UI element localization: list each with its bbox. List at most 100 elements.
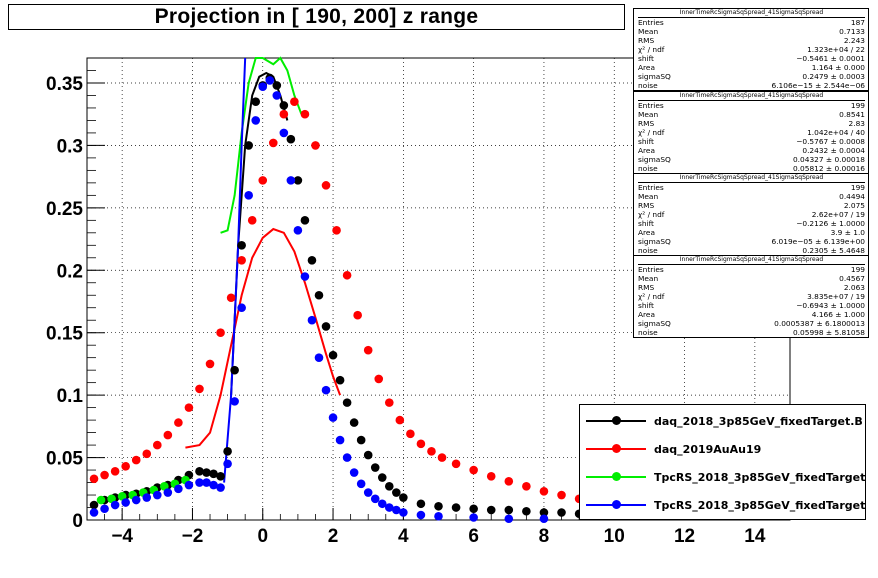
stat-row: RMS 2.063	[638, 283, 865, 292]
stat-row: sigmaSQ 0.0005387 ± 6.1800013	[638, 319, 865, 328]
stat-key: χ² / ndf	[638, 292, 665, 301]
data-point	[96, 495, 106, 505]
data-point	[416, 499, 426, 509]
data-point	[486, 471, 496, 481]
data-point	[374, 374, 384, 384]
data-point	[353, 310, 362, 320]
legend-marker	[586, 500, 646, 510]
stat-row: χ² / ndf 2.62e+07 / 19	[638, 210, 865, 219]
legend-dot	[612, 500, 621, 509]
stat-value: 1.164 ± 0.000	[811, 63, 865, 72]
legend-entry: TpcRS_2018_3p85GeV_fixedTarget.B	[580, 463, 865, 491]
stat-row: χ² / ndf 1.042e+04 / 40	[638, 128, 865, 137]
data-point	[230, 365, 239, 375]
stat-key: shift	[638, 137, 654, 146]
chart-title: Projection in [ 190, 200] z range	[8, 4, 625, 30]
data-point	[195, 384, 204, 394]
data-point	[293, 226, 303, 235]
data-point	[557, 508, 566, 517]
data-point	[321, 322, 331, 331]
data-point	[110, 500, 120, 510]
stat-row: Area 1.164 ± 0.000	[638, 63, 865, 72]
x-tick-label: 10	[604, 526, 625, 547]
stat-box: InnerTimeRcSigmaSqSpread_41SigmaSqSpread…	[633, 173, 869, 256]
stat-value: 0.4567	[839, 274, 865, 283]
stat-key: sigmaSQ	[638, 72, 671, 81]
stat-value: 0.04327 ± 0.00018	[792, 155, 865, 164]
data-point	[504, 476, 514, 486]
data-point	[384, 481, 394, 491]
stat-value: 187	[850, 18, 865, 27]
stat-value: 199	[850, 183, 865, 192]
stat-value: 0.2432 ± 0.0004	[802, 146, 865, 155]
stat-row: Area 0.2432 ± 0.0004	[638, 146, 865, 155]
stat-key: Entries	[638, 265, 664, 274]
stat-value: 1.042e+04 / 40	[807, 128, 865, 137]
data-point	[349, 468, 359, 477]
data-point	[349, 418, 359, 427]
stat-value: 0.2479 ± 0.0003	[802, 72, 865, 81]
data-point	[416, 439, 426, 449]
data-point	[469, 513, 478, 522]
stat-value: 0.0005387 ± 6.1800013	[774, 319, 865, 328]
x-tick-label: 8	[539, 526, 550, 547]
x-tick-label: 14	[744, 526, 766, 547]
data-point	[286, 134, 296, 144]
stat-key: Entries	[638, 18, 664, 27]
stat-row: χ² / ndf 1.323e+04 / 22	[638, 45, 865, 54]
stat-box: InnerTimeRcSigmaSqSpread_41SigmaSqSpread…	[633, 91, 869, 174]
data-point	[202, 478, 211, 487]
y-tick-label: 0.05	[46, 449, 83, 470]
data-point	[434, 501, 443, 511]
data-point	[321, 385, 331, 395]
stat-value: 2.62e+07 / 19	[811, 210, 865, 219]
data-point	[307, 255, 317, 265]
x-tick-label: 4	[398, 526, 409, 547]
data-point	[363, 345, 373, 355]
data-point	[184, 480, 194, 490]
stat-key: sigmaSQ	[638, 155, 671, 164]
data-point	[184, 403, 194, 412]
stat-row: Mean 0.4567	[638, 274, 865, 283]
data-point	[377, 499, 387, 509]
stat-value: −0.2126 ± 1.0000	[796, 219, 865, 228]
stat-key: Mean	[638, 274, 659, 283]
data-point	[486, 505, 496, 515]
data-point	[332, 226, 341, 235]
y-tick-label: 0.35	[46, 74, 83, 95]
stat-value: 199	[850, 265, 865, 274]
data-point	[110, 467, 120, 476]
data-point	[237, 303, 246, 313]
data-point	[237, 255, 246, 265]
data-point	[399, 493, 408, 502]
stat-value: 0.8541	[839, 110, 865, 119]
data-point	[363, 488, 373, 497]
data-point	[451, 503, 461, 512]
stat-key: noise	[638, 246, 658, 255]
data-point	[247, 216, 257, 225]
legend-entry: TpcRS_2018_3p85GeV_fixedTarget	[580, 491, 865, 519]
data-points	[89, 73, 584, 524]
stat-key: Entries	[638, 101, 664, 110]
stat-key: χ² / ndf	[638, 210, 665, 219]
stat-key: RMS	[638, 36, 655, 45]
data-point	[89, 508, 99, 517]
stat-value: 2.075	[843, 201, 865, 210]
stat-value: 0.4494	[839, 192, 865, 201]
stat-row: RMS 2.075	[638, 201, 865, 210]
legend-marker	[586, 472, 646, 482]
stat-box-title: InnerTimeRcSigmaSqSpread_41SigmaSqSpread	[638, 256, 865, 265]
y-tick-label: 0	[72, 511, 83, 532]
stat-box: InnerTimeRcSigmaSqSpread_41SigmaSqSpread…	[633, 255, 869, 338]
data-point	[434, 511, 443, 521]
stat-key: shift	[638, 219, 654, 228]
data-point	[384, 503, 394, 512]
data-point	[223, 447, 232, 456]
data-point	[356, 479, 366, 489]
data-point	[314, 353, 324, 362]
y-tick-label: 0.25	[46, 199, 83, 220]
data-point	[392, 488, 401, 497]
stat-row: Entries 199	[638, 101, 865, 110]
stat-value: 6.106e−15 ± 2.544e−06	[771, 81, 866, 90]
data-point	[230, 397, 239, 406]
